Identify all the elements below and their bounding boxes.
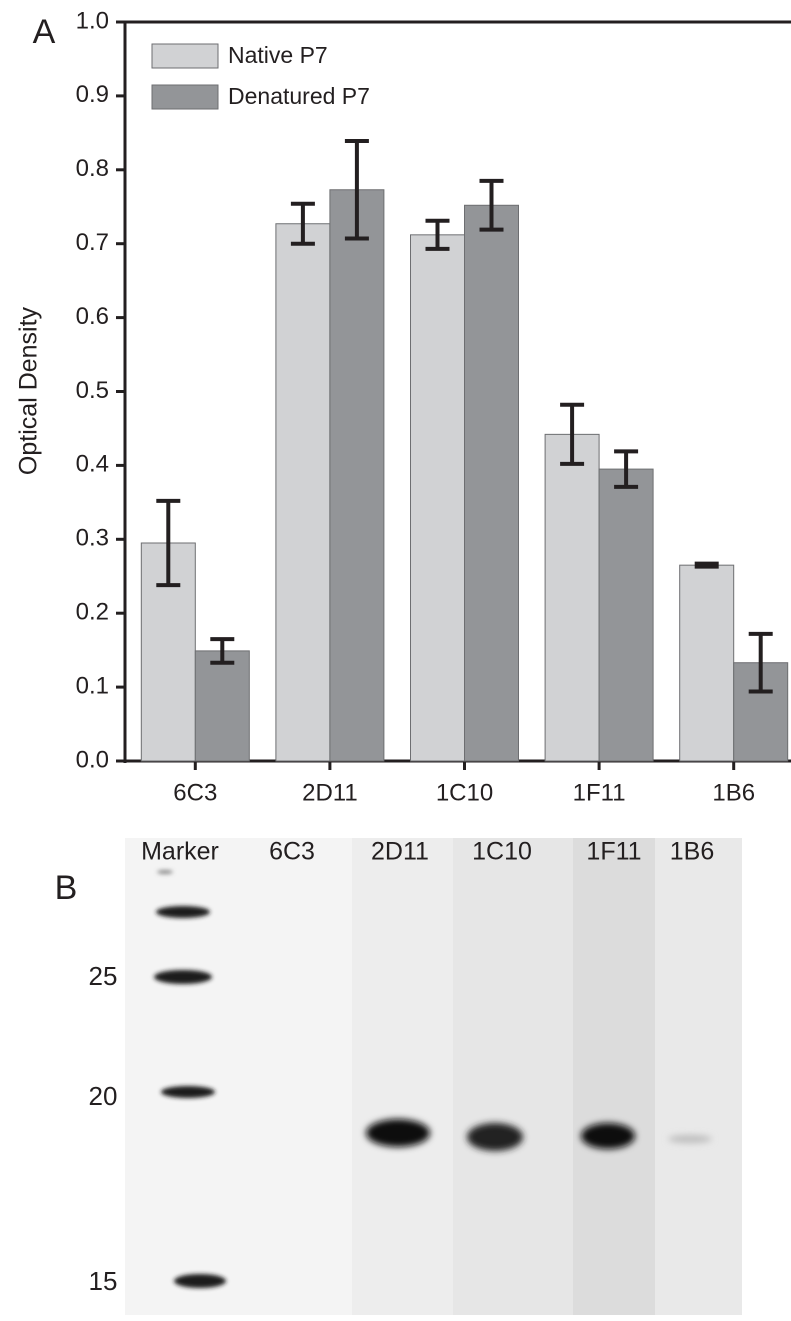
bar (465, 205, 519, 761)
y-axis-label: Optical Density (15, 306, 43, 475)
bar (411, 235, 465, 761)
blot-lane (655, 838, 742, 1315)
y-tick-label: 0.9 (76, 81, 109, 108)
bar (680, 565, 734, 761)
lane-label: Marker (141, 838, 219, 866)
legend-swatch (152, 44, 218, 68)
figure: A Optical Density 0.00.10.20.30.40.50.60… (0, 0, 791, 1321)
bar (545, 434, 599, 761)
panel-label: B (55, 869, 78, 907)
bar (599, 469, 653, 761)
y-tick-label: 0.6 (76, 303, 109, 330)
marker-label: 15 (89, 1266, 118, 1296)
y-tick-label: 0.0 (76, 746, 109, 773)
x-tick-label: 1C10 (436, 779, 493, 806)
blot (125, 838, 742, 1315)
y-tick-label: 0.5 (76, 377, 109, 404)
blot-lane (573, 838, 656, 1315)
x-tick-label: 6C3 (173, 779, 217, 806)
y-tick-label: 0.1 (76, 672, 109, 699)
y-tick-label: 0.7 (76, 229, 109, 256)
marker-label: 25 (89, 961, 118, 991)
lane-label: 2D11 (371, 838, 429, 866)
bar (195, 651, 249, 761)
panel-label: A (33, 13, 56, 51)
y-tick-label: 1.0 (76, 7, 109, 34)
blot-lane (352, 838, 454, 1315)
lane-label: 1B6 (670, 838, 714, 866)
blot-lane (453, 838, 574, 1315)
y-tick-label: 0.3 (76, 525, 109, 552)
lane-label: 1C10 (472, 838, 532, 866)
x-tick-label: 1F11 (573, 779, 626, 806)
error-bar (695, 564, 719, 567)
y-tick-label: 0.8 (76, 155, 109, 182)
y-tick-label: 0.4 (76, 451, 109, 478)
legend-label: Native P7 (228, 42, 328, 68)
x-tick-label: 2D11 (302, 779, 358, 806)
page: {"chart_data": {"type": "bar", "panel_la… (0, 0, 791, 1321)
bar (330, 190, 384, 761)
plot-area: 0.0 0.1 0.2 0.3 0.4 0.5 0.6 0.7 0.8 0.9 1.0 6C3 2D11… (76, 7, 791, 806)
lane-label: 1F11 (586, 838, 641, 866)
lane-label: 6C3 (269, 838, 315, 866)
marker-label: 20 (89, 1081, 118, 1111)
y-tick-label: 0.2 (76, 599, 109, 626)
x-tick-label: 1B6 (712, 779, 755, 806)
legend-swatch (152, 85, 218, 109)
legend-label: Denatured P7 (228, 83, 370, 109)
bar (276, 224, 330, 761)
